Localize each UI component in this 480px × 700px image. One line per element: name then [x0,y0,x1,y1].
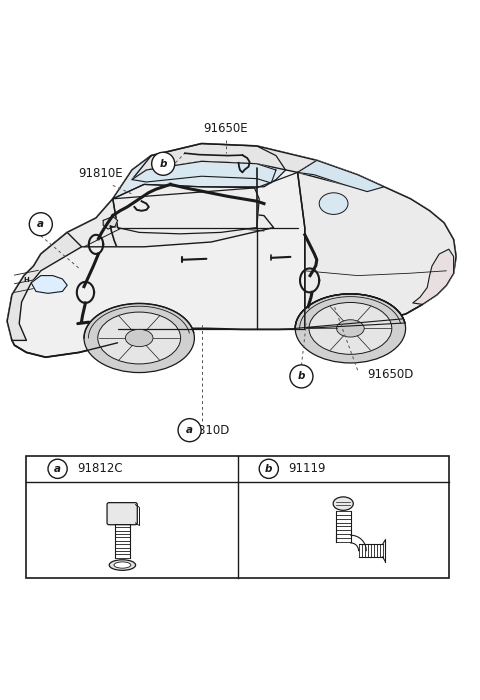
Circle shape [290,365,313,388]
Text: b: b [159,159,167,169]
Circle shape [29,213,52,236]
Polygon shape [298,160,456,328]
Polygon shape [113,144,286,199]
Ellipse shape [98,312,180,364]
Circle shape [259,459,278,478]
Text: 91810E: 91810E [79,167,123,180]
Text: H: H [24,277,29,284]
Text: b: b [265,464,273,474]
Ellipse shape [319,193,348,214]
Bar [26,456,449,578]
Circle shape [152,152,175,175]
Ellipse shape [309,302,392,354]
Ellipse shape [125,330,153,346]
Text: a: a [37,219,44,229]
Polygon shape [7,232,82,340]
Circle shape [178,419,201,442]
Text: 91810D: 91810D [183,424,229,438]
Circle shape [48,459,67,478]
Polygon shape [103,216,118,229]
Ellipse shape [114,562,131,568]
Ellipse shape [109,560,135,570]
Text: a: a [54,464,61,474]
Ellipse shape [333,497,353,510]
Ellipse shape [336,320,364,337]
Ellipse shape [295,294,406,363]
Polygon shape [31,276,67,293]
Polygon shape [113,184,259,234]
Text: 91650D: 91650D [367,368,414,381]
Ellipse shape [84,303,194,372]
Text: a: a [186,425,193,435]
Text: b: b [298,372,305,382]
Text: 91650E: 91650E [204,122,248,135]
Polygon shape [413,249,454,304]
FancyBboxPatch shape [107,503,137,525]
Text: 91119: 91119 [288,462,325,475]
Text: 91812C: 91812C [77,462,122,475]
Polygon shape [7,144,456,357]
Polygon shape [298,160,384,192]
Polygon shape [132,162,276,183]
Polygon shape [41,199,274,254]
Polygon shape [132,144,384,189]
